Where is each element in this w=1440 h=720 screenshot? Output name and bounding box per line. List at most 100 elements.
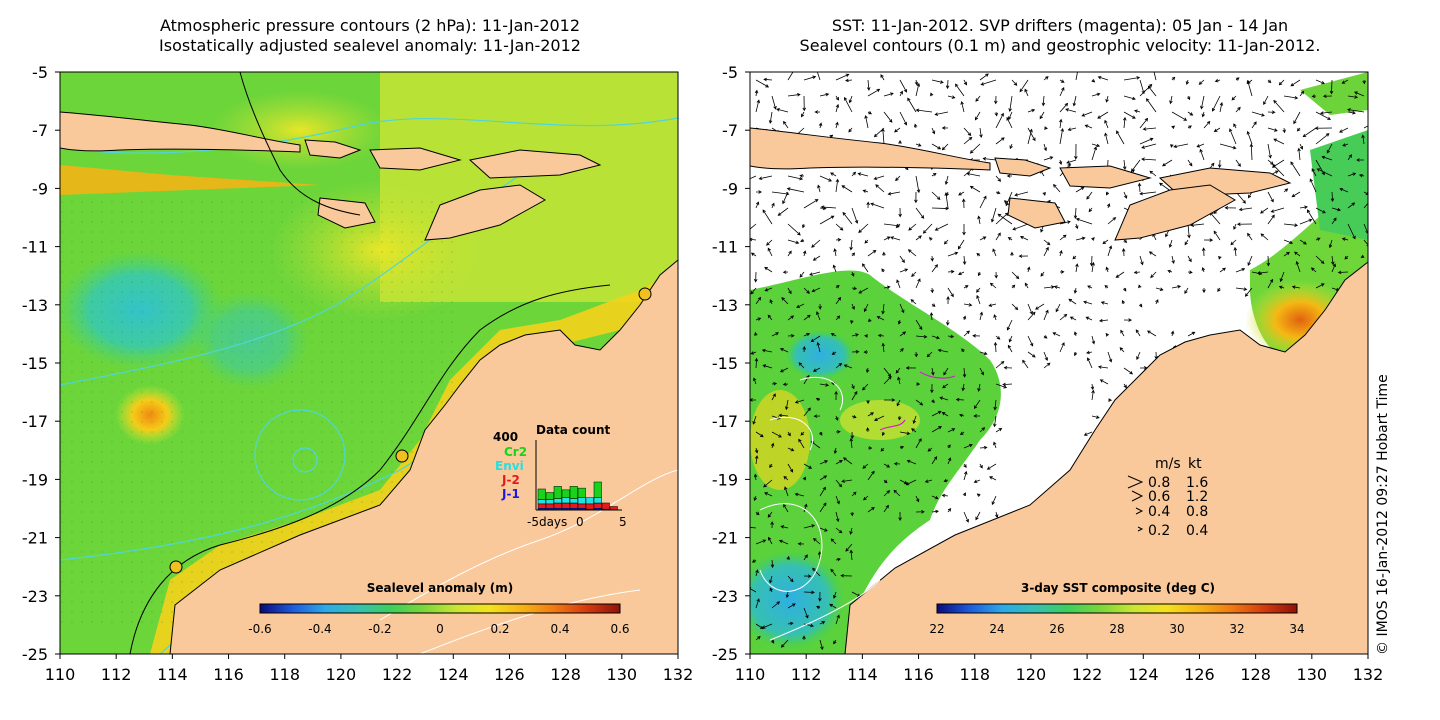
- velocity-arrow: [1018, 254, 1029, 258]
- velocity-arrow: [1091, 389, 1095, 401]
- velocity-arrow: [866, 427, 870, 433]
- velocity-arrow: [979, 427, 986, 433]
- velocity-arrow: [755, 79, 770, 88]
- velocity-arrow: [820, 205, 837, 209]
- velocity-arrow: [1339, 187, 1349, 193]
- velocity-arrow: [835, 238, 842, 242]
- velocity-arrow: [819, 460, 828, 465]
- velocity-arrow: [870, 202, 885, 209]
- velocity-arrow: [943, 367, 949, 376]
- velocity-arrow: [876, 316, 885, 321]
- velocity-arrow: [976, 252, 981, 257]
- velocity-arrow: [811, 287, 821, 293]
- data-count-bar-envi: [585, 497, 594, 505]
- velocity-legend-row: 0.2 0.4: [1137, 523, 1208, 539]
- velocity-arrow: [1067, 127, 1077, 132]
- velocity-arrow: [771, 601, 781, 609]
- velocity-arrow: [787, 239, 800, 245]
- velocity-arrow: [899, 445, 905, 450]
- lon-tick-label: 126: [1184, 665, 1215, 684]
- left-tide-gauge-3: [169, 560, 183, 574]
- velocity-arrow: [750, 526, 757, 529]
- velocity-arrow: [1315, 207, 1326, 214]
- velocity-arrow: [1059, 234, 1067, 241]
- velocity-arrow: [768, 111, 773, 124]
- velocity-arrow: [982, 157, 997, 161]
- data-count-bar-j2: [577, 503, 586, 509]
- velocity-legend-arrow: [1127, 475, 1144, 489]
- data-count-bar-j2: [593, 502, 602, 509]
- velocity-arrow: [1146, 330, 1157, 337]
- left-sumba: [317, 197, 376, 229]
- velocity-arrow: [849, 549, 854, 561]
- velocity-arrow: [830, 172, 837, 177]
- velocity-arrow: [801, 111, 805, 118]
- velocity-arrow: [786, 555, 790, 561]
- velocity-arrow: [851, 415, 857, 419]
- velocity-arrow: [1073, 351, 1078, 357]
- velocity-arrow: [1167, 269, 1173, 274]
- velocity-arrow: [1059, 79, 1065, 83]
- velocity-arrow: [833, 447, 838, 455]
- velocity-arrow: [1358, 173, 1365, 178]
- velocity-arrow: [1171, 255, 1175, 265]
- velocity-arrow: [768, 536, 773, 545]
- velocity-arrow: [1214, 78, 1221, 83]
- data-count-bar-j2: [569, 502, 578, 509]
- velocity-arrow: [1238, 207, 1253, 212]
- velocity-arrow: [755, 296, 762, 305]
- velocity-arrow: [899, 303, 905, 314]
- velocity-arrow: [1009, 143, 1013, 150]
- velocity-arrow: [972, 334, 981, 338]
- lat-tick-label: -7: [722, 121, 738, 140]
- velocity-arrow: [1141, 157, 1157, 161]
- velocity-arrow: [1326, 143, 1333, 154]
- velocity-arrow: [969, 143, 981, 154]
- velocity-arrow: [1097, 111, 1109, 119]
- velocity-arrow: [897, 319, 902, 325]
- velocity-arrow: [1097, 75, 1109, 81]
- velocity-legend-kt: 1.6: [1186, 475, 1208, 491]
- velocity-arrow: [928, 237, 933, 241]
- velocity-arrow: [930, 92, 934, 97]
- velocity-arrow: [1087, 285, 1093, 289]
- left-landmasses: [60, 111, 678, 654]
- velocity-arrow: [1211, 95, 1221, 112]
- velocity-arrow: [863, 495, 869, 501]
- colorbar-tick-label: 0: [436, 622, 444, 636]
- velocity-arrow: [867, 470, 875, 481]
- velocity-arrow: [1091, 143, 1101, 148]
- lat-tick-label: -25: [712, 645, 738, 664]
- velocity-arrow: [992, 248, 997, 257]
- velocity-arrow: [1171, 111, 1188, 121]
- velocity-arrow: [883, 111, 893, 123]
- velocity-arrow: [1122, 116, 1127, 129]
- velocity-arrow: [883, 92, 894, 97]
- data-count-bar-cr2: [553, 486, 562, 499]
- velocity-arrow: [770, 442, 775, 449]
- velocity-arrow: [1299, 239, 1307, 245]
- velocity-arrow: [763, 479, 773, 488]
- velocity-arrow: [911, 271, 917, 277]
- velocity-arrow: [882, 251, 886, 257]
- velocity-arrow: [862, 189, 869, 193]
- velocity-arrow: [1115, 271, 1125, 278]
- velocity-arrow: [787, 431, 791, 437]
- velocity-arrow: [1002, 382, 1013, 387]
- data-count-bar-envi: [545, 499, 554, 505]
- velocity-arrow: [767, 314, 773, 321]
- left-australia: [169, 259, 678, 654]
- velocity-arrow: [1267, 127, 1278, 132]
- velocity-arrow: [962, 255, 967, 266]
- velocity-arrow: [1337, 270, 1349, 275]
- velocity-arrow: [995, 383, 1008, 389]
- data-count-bar-envi: [569, 498, 578, 504]
- velocity-arrow: [1187, 111, 1194, 116]
- velocity-arrow: [1311, 94, 1317, 98]
- velocity-arrow: [1309, 178, 1317, 193]
- velocity-arrow: [1043, 143, 1048, 152]
- velocity-arrow: [850, 319, 854, 325]
- velocity-arrow: [993, 341, 998, 353]
- velocity-arrow: [842, 211, 853, 225]
- velocity-arrow: [812, 367, 821, 372]
